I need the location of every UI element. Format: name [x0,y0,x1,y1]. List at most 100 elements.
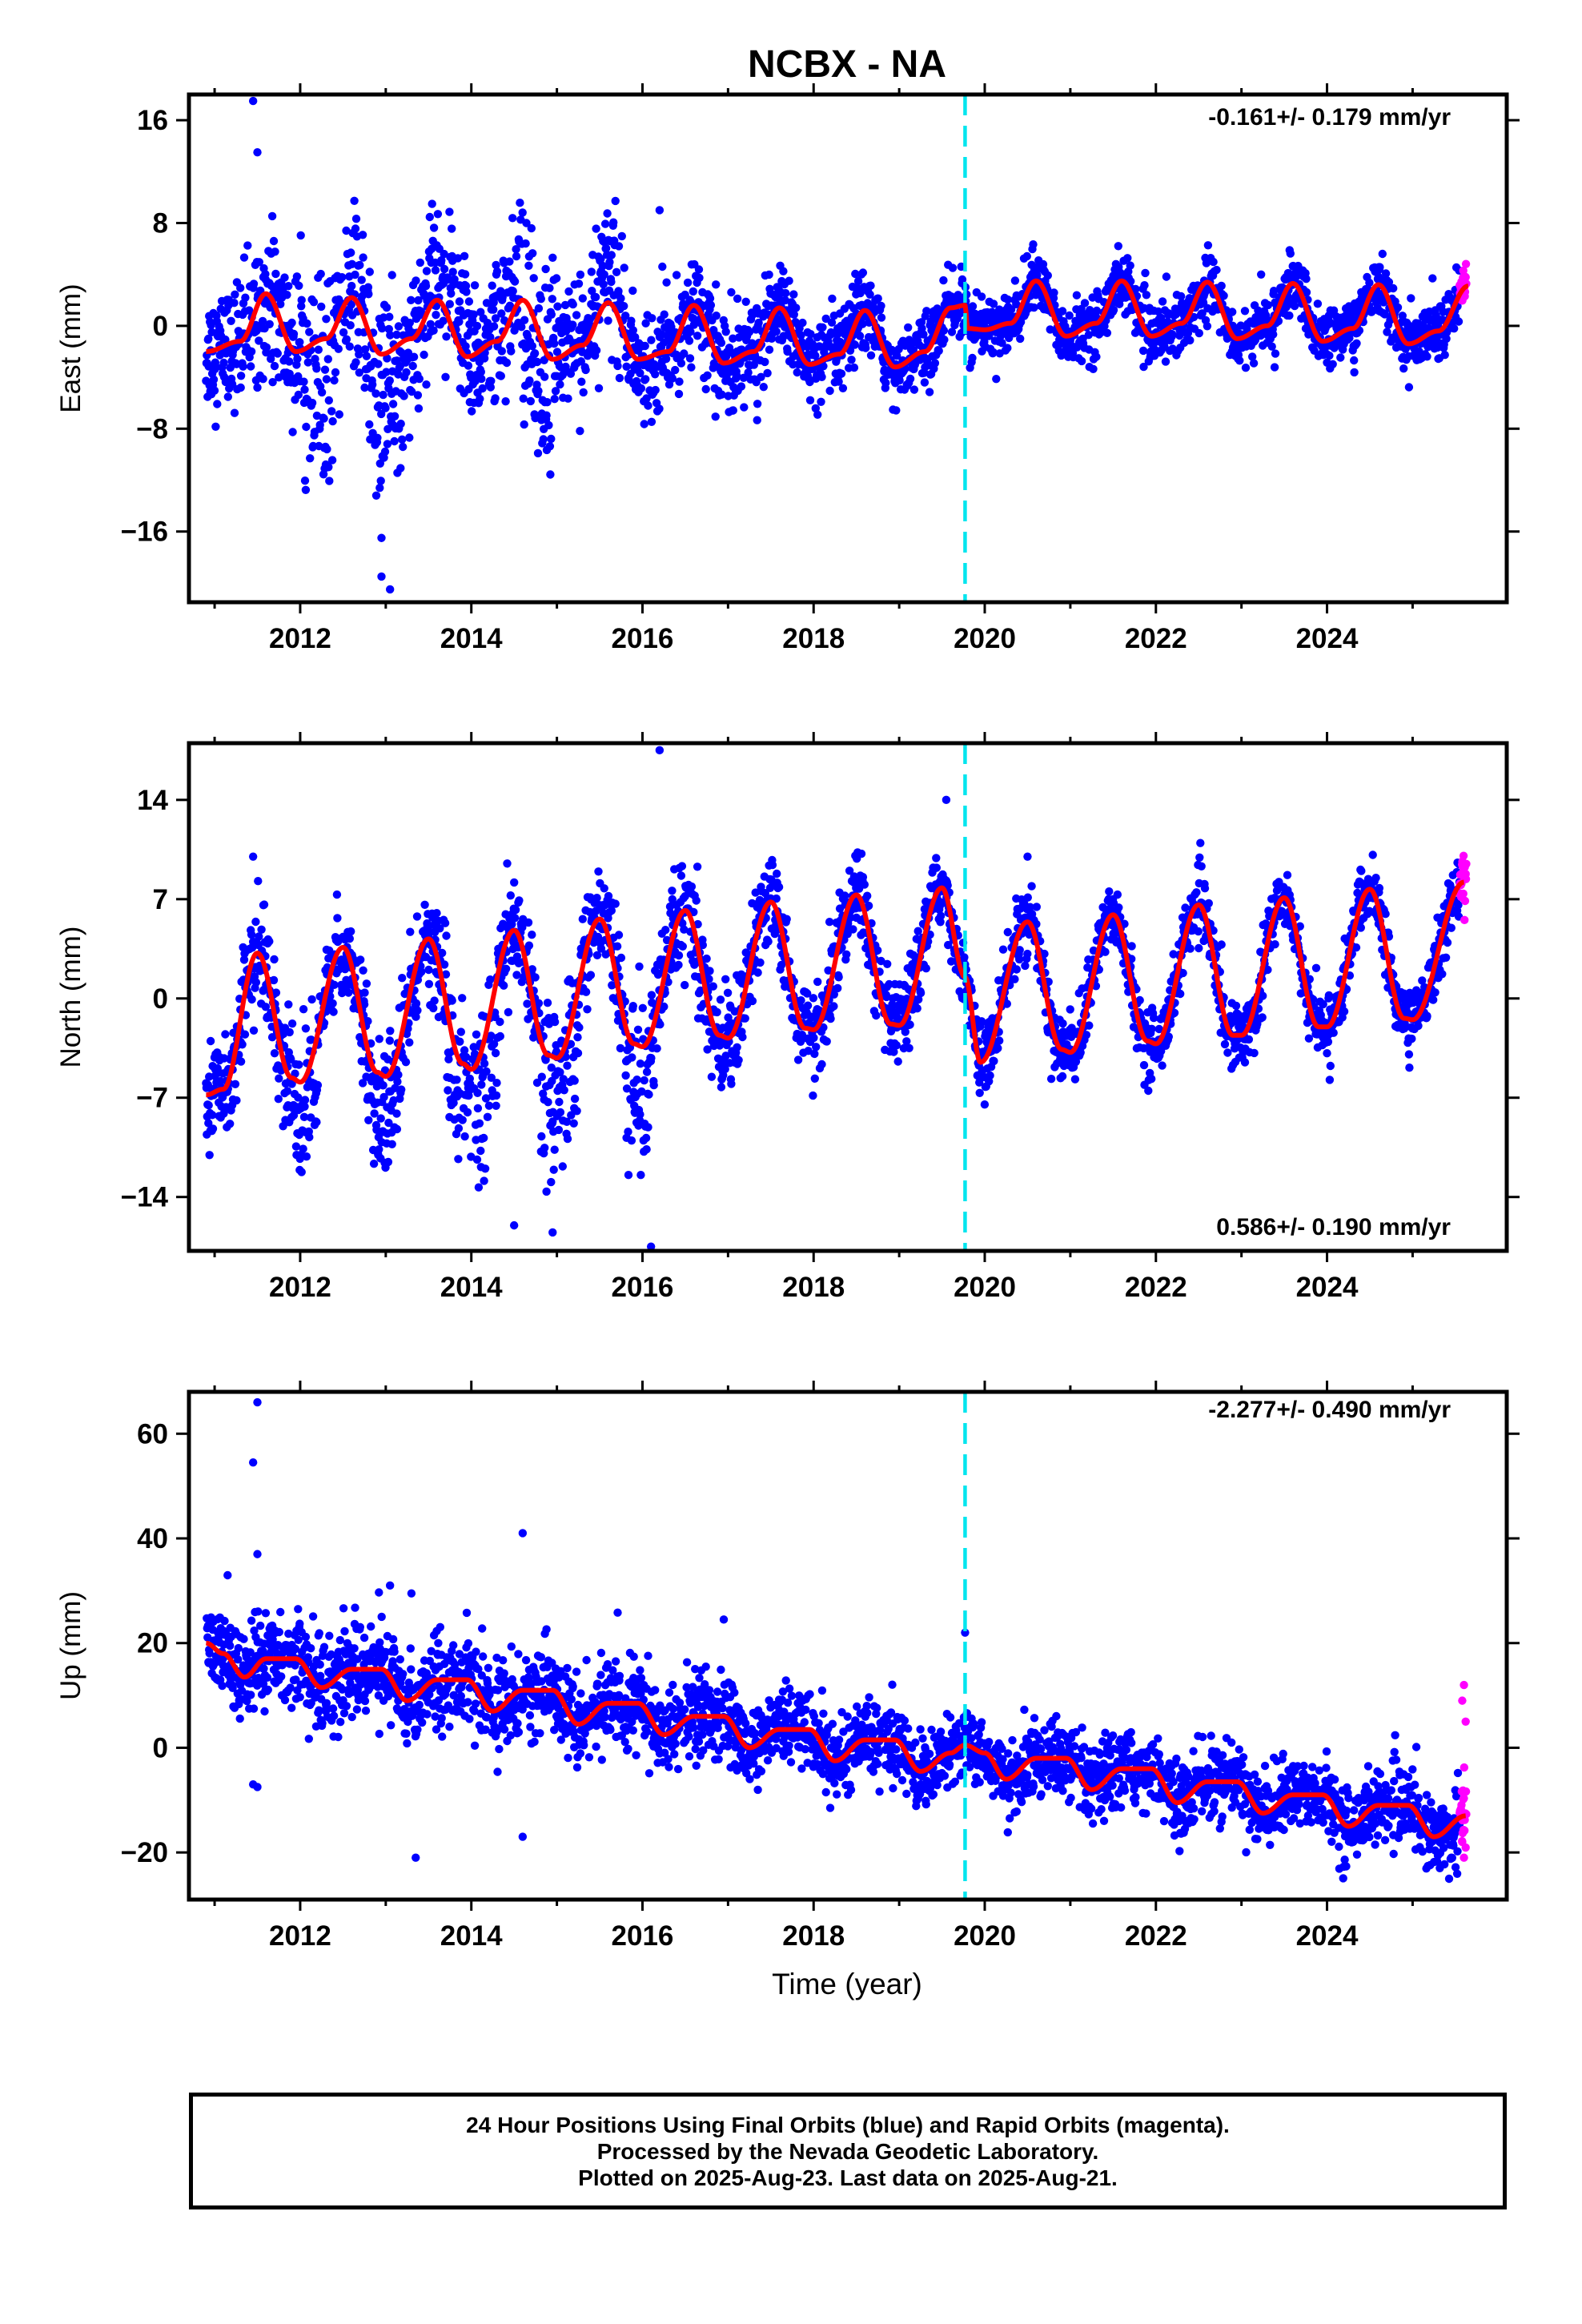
data-point [476,394,484,404]
data-point [705,975,713,983]
data-point [761,357,769,367]
data-point [405,1038,414,1047]
data-point [370,1109,379,1118]
data-point [1228,308,1237,316]
data-point [379,1092,388,1102]
data-point [501,964,511,974]
data-point [727,287,736,297]
data-point [1203,241,1213,250]
data-point [837,369,846,378]
data-point [547,310,556,319]
data-point [204,334,213,344]
data-point [796,1037,805,1047]
data-point [358,231,367,239]
data-point [713,1007,721,1017]
data-point [1271,349,1280,358]
data-point [857,849,866,858]
data-point [211,363,221,372]
data-point [425,212,434,222]
data-point [543,999,552,1007]
x-tick-label: 2020 [954,623,1016,654]
data-point [592,346,601,355]
data-point [319,414,328,423]
data-point [829,1002,838,1011]
data-point [236,1057,246,1066]
data-point [380,447,390,456]
data-point [774,883,784,891]
data-point [877,313,886,322]
data-point [268,378,277,387]
data-point [383,424,392,433]
data-point [636,1171,645,1180]
data-point [438,948,447,958]
data-point [917,318,926,327]
data-point [412,1012,420,1021]
data-point [453,254,463,263]
data-point [1177,292,1186,301]
data-point [532,380,541,389]
data-point [299,1112,309,1122]
data-point [1043,271,1053,280]
data-point [447,289,456,298]
data-point [905,374,915,384]
data-point [320,365,330,374]
data-point [1084,331,1094,340]
data-point [1352,339,1361,348]
data-point [491,394,500,403]
data-point [851,269,860,279]
data-point [407,296,416,304]
data-point [413,391,423,400]
data-point [510,914,520,923]
data-point [563,1061,572,1070]
data-point [420,350,428,360]
data-point [603,209,612,218]
data-point [858,268,868,277]
data-point [518,208,527,217]
data-point [678,942,687,951]
data-point [644,1123,652,1132]
x-tick-label: 2014 [440,623,503,654]
data-point [733,294,742,304]
outlier-point [385,585,395,594]
data-point [916,988,926,998]
data-point [547,1177,556,1187]
data-point [793,368,801,377]
data-point [1384,278,1394,287]
data-point [405,318,414,328]
data-point [448,267,457,276]
data-point [507,347,516,356]
data-point [307,398,317,408]
data-point [866,351,876,360]
data-point [345,934,354,943]
data-point [578,294,587,303]
data-point [269,975,279,985]
data-point [387,271,396,279]
data-point [753,968,762,977]
data-point [239,253,249,262]
data-point [473,1104,483,1113]
data-point [510,277,520,286]
data-point [748,996,757,1006]
data-point [420,900,429,910]
data-point [797,996,805,1005]
data-point [604,316,612,325]
data-point [530,349,540,358]
data-point [531,973,540,982]
data-point [1070,1075,1080,1084]
data-point [668,895,677,904]
figure-title: NCBX - NA [748,43,946,86]
data-point [412,912,422,921]
data-point [477,374,486,384]
data-point [454,1124,464,1133]
data-point [496,372,505,380]
data-point [833,983,842,993]
data-point [258,316,267,326]
data-point [508,214,517,223]
data-point [693,332,702,340]
data-point [300,385,309,394]
data-point [576,357,585,366]
data-point [539,435,548,444]
data-point [1092,352,1101,361]
data-point [1328,360,1337,368]
data-point [373,433,382,442]
